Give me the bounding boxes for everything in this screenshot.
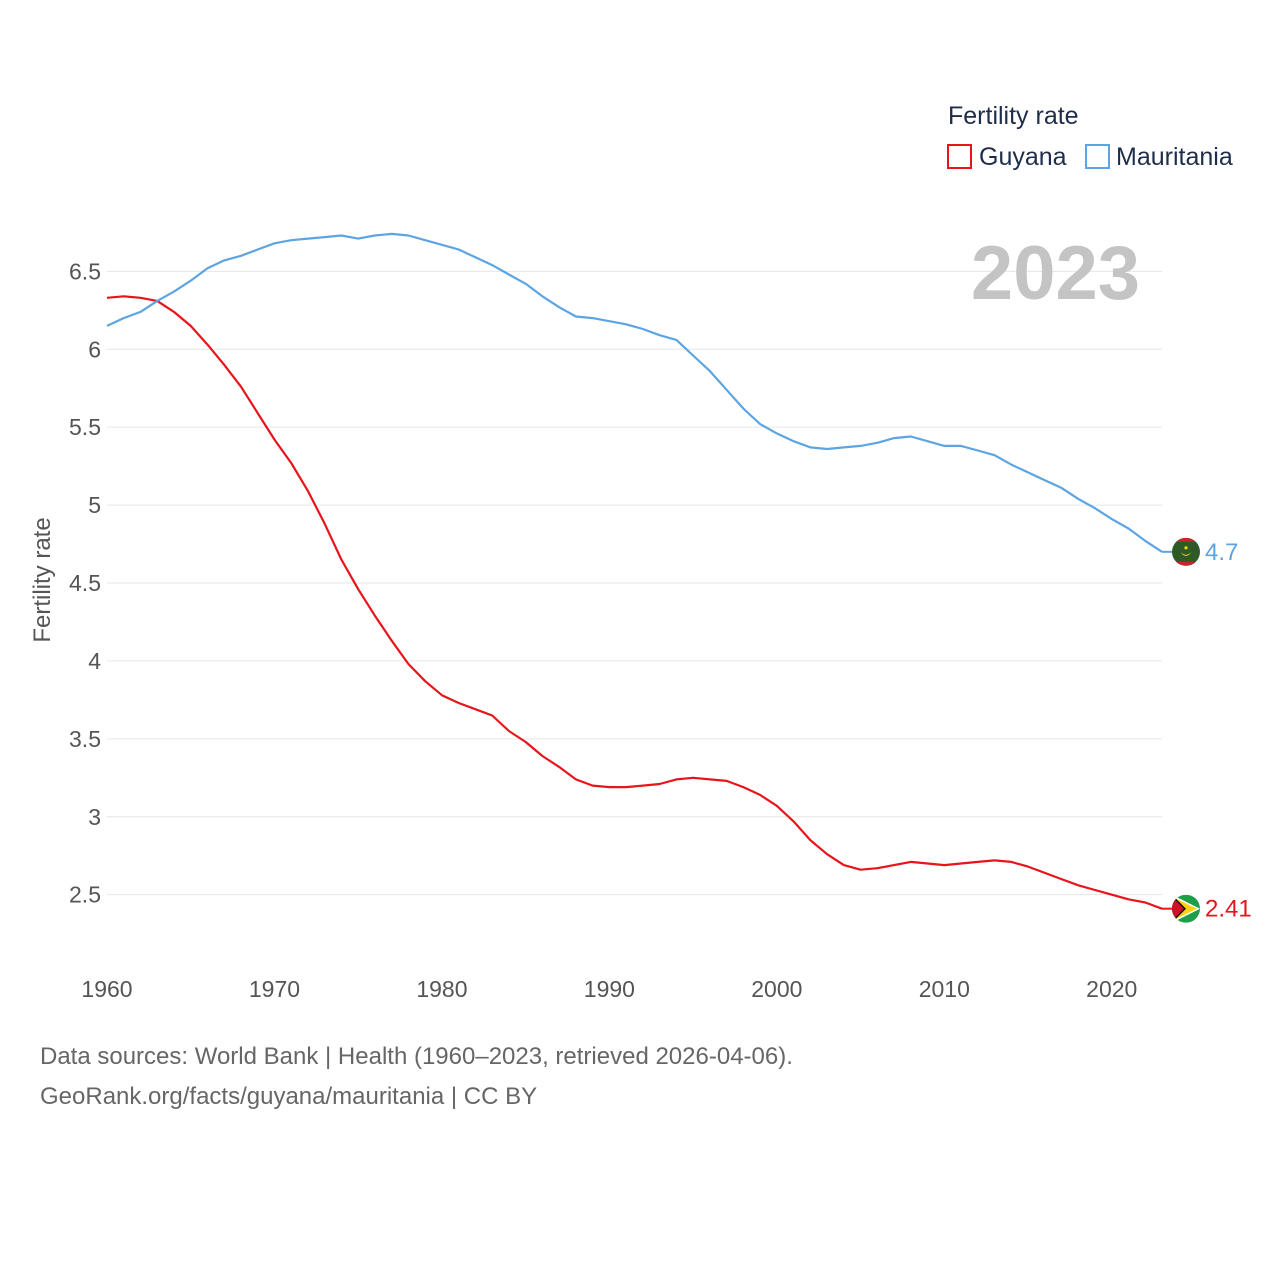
x-tick-label: 1960 bbox=[81, 976, 132, 1002]
footer-link[interactable]: GeoRank.org/facts/guyana/mauritania | CC… bbox=[40, 1083, 538, 1110]
footer-sources: Data sources: World Bank | Health (1960–… bbox=[40, 1043, 793, 1070]
end-markers: 2.41 4.7 bbox=[1172, 537, 1252, 923]
y-tick-label: 5 bbox=[88, 492, 101, 518]
x-tick-label: 1970 bbox=[249, 976, 300, 1002]
y-tick-label: 2.5 bbox=[69, 882, 101, 908]
series-line-guyana[interactable] bbox=[106, 295, 1163, 910]
y-tick-label: 3.5 bbox=[69, 726, 101, 752]
legend: Fertility rate Guyana Mauritania bbox=[947, 102, 1233, 171]
legend-item-mauritania[interactable]: Mauritania bbox=[1085, 143, 1233, 171]
mauritania-end-value: 4.7 bbox=[1205, 539, 1238, 566]
guyana-flag-icon bbox=[1172, 894, 1200, 923]
legend-swatch-guyana bbox=[947, 144, 972, 169]
highlight-year-label: 2023 bbox=[971, 231, 1140, 316]
y-tick-label: 6 bbox=[88, 336, 101, 362]
series-line-mauritania[interactable] bbox=[106, 232, 1163, 553]
y-axis-title: Fertility rate bbox=[29, 517, 56, 642]
grid-lines bbox=[107, 270, 1162, 896]
x-tick-label: 1980 bbox=[416, 976, 467, 1002]
y-tick-label: 3 bbox=[88, 804, 101, 830]
legend-item-guyana[interactable]: Guyana bbox=[947, 143, 1067, 171]
mauritania-flag-icon bbox=[1172, 537, 1200, 566]
legend-title: Fertility rate bbox=[948, 102, 1079, 130]
series-lines bbox=[106, 232, 1172, 910]
y-tick-label: 5.5 bbox=[69, 414, 101, 440]
legend-swatch-mauritania bbox=[1085, 144, 1110, 169]
y-tick-label: 4.5 bbox=[69, 570, 101, 596]
y-tick-label: 4 bbox=[88, 648, 101, 674]
x-tick-label: 2020 bbox=[1086, 976, 1137, 1002]
x-axis-ticks: 1960 1970 1980 1990 2000 2010 2020 bbox=[81, 976, 1137, 1002]
legend-label-guyana: Guyana bbox=[979, 143, 1067, 171]
guyana-end-value: 2.41 bbox=[1205, 896, 1252, 923]
x-tick-label: 2000 bbox=[751, 976, 802, 1002]
x-tick-label: 2010 bbox=[919, 976, 970, 1002]
legend-label-mauritania: Mauritania bbox=[1116, 143, 1233, 171]
y-axis-ticks: 2.5 3 3.5 4 4.5 5 5.5 6 6.5 bbox=[69, 258, 101, 907]
x-tick-label: 1990 bbox=[584, 976, 635, 1002]
y-tick-label: 6.5 bbox=[69, 258, 101, 284]
